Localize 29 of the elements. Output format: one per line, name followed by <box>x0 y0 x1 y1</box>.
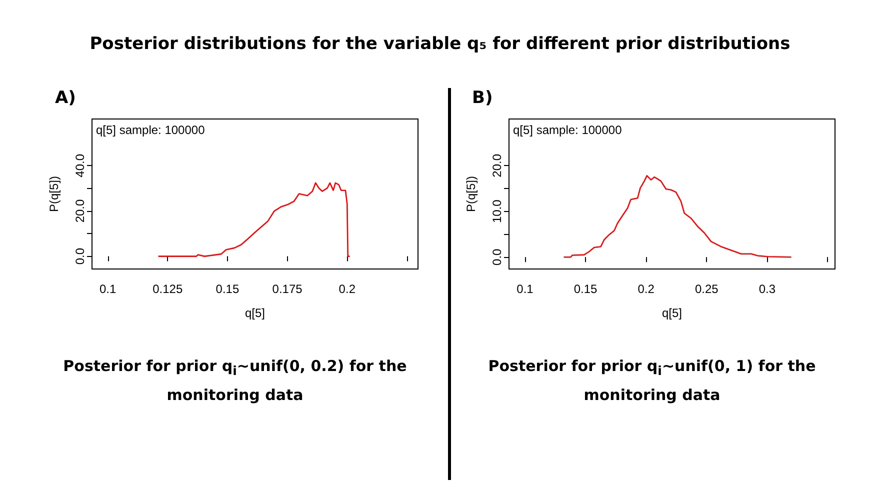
x-tick-label: 0.1 <box>516 282 534 296</box>
y-tick-label: 20.0 <box>73 198 87 223</box>
x-axis-title: q[5] <box>662 306 682 320</box>
x-tick-label: 0.1 <box>99 282 116 296</box>
text: Posterior for prior q$_{i}$~unif(0, 0.2) for the monitoring data <box>62 356 408 406</box>
annotation: q[5] sample: 100000 <box>513 123 622 137</box>
annotation: q[5] sample: 100000 <box>96 123 206 137</box>
x-axis-title: q[5] <box>244 306 266 320</box>
line-series <box>563 175 792 258</box>
text: A) <box>55 88 76 108</box>
x-tick-label: 0.25 <box>694 282 719 296</box>
y-tick-label: 40.0 <box>73 154 87 178</box>
x-tick-label: 0.15 <box>574 282 598 296</box>
y-tick-label: 20.0 <box>490 154 504 178</box>
x-tick-label: 0.125 <box>152 282 183 296</box>
line-series <box>158 182 350 257</box>
x-tick-label: 0.2 <box>338 282 356 296</box>
text: B) <box>472 88 493 108</box>
x-tick-label: 0.3 <box>758 282 776 296</box>
y-tick-label: 0.0 <box>73 248 87 265</box>
x-tick-label: 0.15 <box>216 282 240 296</box>
text: Posterior for prior q$_{i}$~unif(0, 1) for the monitoring data <box>487 356 817 406</box>
y-axis-title: P(q[5]) <box>47 176 61 212</box>
x-tick-label: 0.175 <box>272 282 303 296</box>
x-tick-label: 0.2 <box>638 282 655 296</box>
y-tick-label: 10.0 <box>490 199 504 224</box>
y-axis-title: P(q[5]) <box>464 176 478 212</box>
y-tick-label: 0.0 <box>490 248 504 266</box>
chart-title: Posterior distributions for the variable q₅ for different prior distributions <box>88 34 792 54</box>
